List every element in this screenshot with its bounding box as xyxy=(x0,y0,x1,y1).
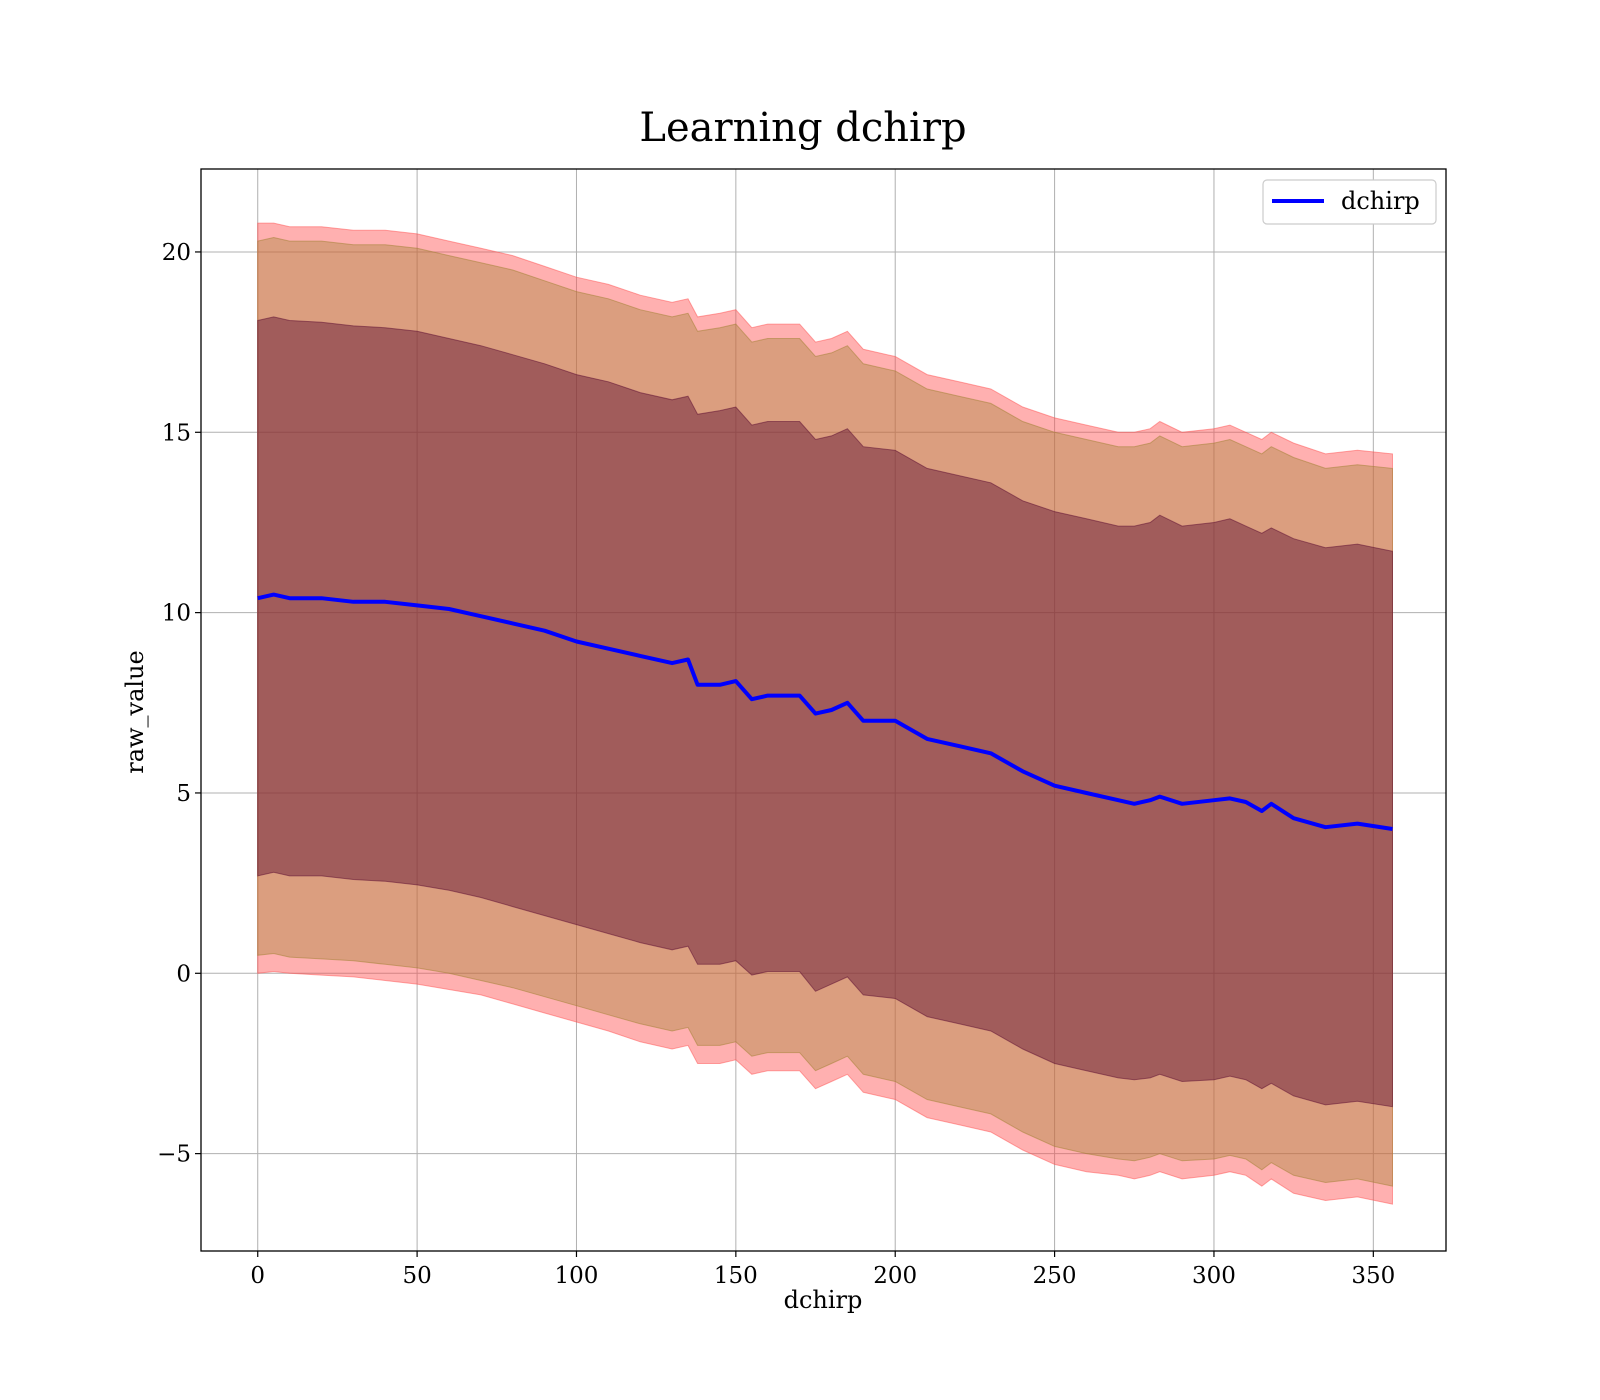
y-tick-label: 10 xyxy=(162,601,191,627)
y-tick-label: −5 xyxy=(157,1142,191,1168)
y-tick-label: 0 xyxy=(176,961,191,987)
y-tick-label: 20 xyxy=(162,240,191,266)
y-axis-ticks: −5 0 5 10 15 20 xyxy=(157,240,201,1168)
x-tick-label: 150 xyxy=(714,1263,758,1289)
plot-frame xyxy=(200,168,1447,1252)
x-tick-label: 200 xyxy=(873,1263,917,1289)
legend-box xyxy=(1262,179,1437,225)
y-axis-label: raw_value xyxy=(121,650,149,774)
x-axis-ticks: 0 50 100 150 200 250 300 350 xyxy=(250,1251,1395,1289)
gridlines xyxy=(201,169,1446,1251)
y-tick-label: 15 xyxy=(162,420,191,446)
x-tick-label: 50 xyxy=(402,1263,431,1289)
outer-band xyxy=(257,222,1393,1205)
x-tick-label: 300 xyxy=(1192,1263,1236,1289)
series-line-dchirp xyxy=(257,592,1393,831)
x-tick-label: 250 xyxy=(1033,1263,1077,1289)
x-axis-label: dchirp xyxy=(784,1286,863,1314)
x-tick-label: 100 xyxy=(555,1263,599,1289)
chart-title: Learning dchirp xyxy=(639,105,966,151)
legend-label-dchirp: dchirp xyxy=(1341,187,1420,215)
x-tick-label: 0 xyxy=(250,1263,265,1289)
series-lines xyxy=(257,592,1393,831)
shaded-bands xyxy=(257,222,1393,1205)
legend: dchirp xyxy=(1262,179,1437,225)
x-tick-label: 350 xyxy=(1351,1263,1395,1289)
y-tick-label: 5 xyxy=(176,781,191,807)
